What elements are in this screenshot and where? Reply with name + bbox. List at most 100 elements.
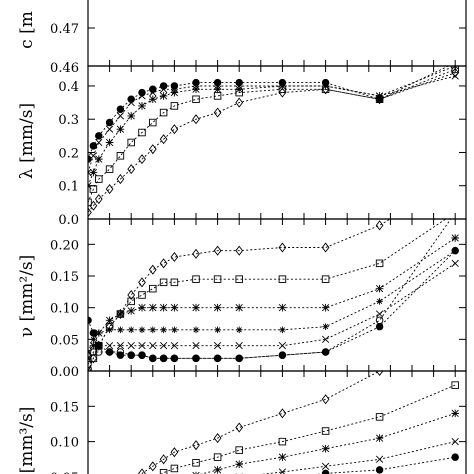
- data-point: [376, 298, 383, 305]
- data-point: [105, 138, 114, 147]
- data-point: [88, 365, 92, 371]
- series-line: [88, 66, 450, 160]
- y-axis-label: ν [mm²/s]: [17, 255, 37, 338]
- data-point: [375, 95, 384, 104]
- data-point: [451, 234, 459, 242]
- data-point: [192, 275, 200, 283]
- data-point: [106, 326, 113, 334]
- data-point: [138, 154, 146, 165]
- data-point: [127, 164, 136, 175]
- data-point: [321, 78, 330, 87]
- data-point: [278, 468, 287, 474]
- data-point: [105, 316, 114, 325]
- data-point: [116, 310, 125, 318]
- data-point: [213, 85, 222, 94]
- data-point: [88, 155, 92, 163]
- plot-frame: [87, 65, 467, 220]
- data-point: [278, 303, 287, 312]
- data-point: [375, 284, 384, 293]
- data-point: [235, 303, 243, 312]
- series-line: [88, 72, 456, 213]
- panel-c: 0.47 c [m: [17, 0, 467, 67]
- data-point: [213, 275, 222, 283]
- data-point: [170, 303, 179, 312]
- data-point: [171, 326, 178, 334]
- data-point: [138, 88, 146, 97]
- data-point: [213, 466, 222, 474]
- data-point: [321, 242, 330, 253]
- data-point: [235, 275, 243, 283]
- data-point: [116, 342, 125, 350]
- data-point: [235, 342, 243, 350]
- series-line: [140, 371, 380, 474]
- data-point: [192, 459, 200, 467]
- y-tick-label: 0.47: [50, 22, 79, 37]
- data-point: [375, 310, 384, 318]
- data-point: [89, 168, 98, 177]
- data-point: [192, 342, 200, 350]
- data-point: [321, 348, 330, 356]
- data-point: [321, 275, 330, 283]
- y-tick-label: 0.2: [58, 146, 79, 161]
- y-tick-label: 0.15: [50, 400, 79, 415]
- data-point: [235, 460, 243, 469]
- data-point: [321, 469, 330, 474]
- data-point: [451, 409, 459, 418]
- data-point: [95, 341, 103, 350]
- data-point: [105, 125, 114, 133]
- y-tick-label: 0.15: [50, 270, 79, 285]
- data-point: [452, 177, 459, 186]
- data-point: [159, 468, 168, 474]
- data-point: [213, 354, 222, 363]
- plot-frame: [87, 370, 467, 474]
- y-tick-label: 0.46: [50, 61, 79, 76]
- data-point: [117, 326, 124, 334]
- data-point: [278, 342, 287, 350]
- data-point: [88, 360, 92, 369]
- data-point: [149, 95, 157, 104]
- y-tick-label: 0.00: [50, 365, 79, 380]
- data-point: [105, 348, 114, 356]
- y-tick-label: 0.05: [50, 333, 79, 348]
- data-point: [105, 165, 114, 173]
- data-point: [138, 351, 146, 359]
- data-point: [105, 342, 114, 350]
- y-tick-label: 0.10: [50, 302, 79, 317]
- data-point: [451, 381, 459, 389]
- data-point: [321, 335, 330, 343]
- data-point: [105, 118, 114, 127]
- data-point: [89, 185, 98, 193]
- data-point: [235, 446, 243, 454]
- data-point: [116, 308, 125, 320]
- data-point: [451, 72, 459, 80]
- data-point: [159, 92, 168, 100]
- plot-frame: [87, 0, 467, 67]
- data-point: [88, 198, 92, 207]
- data-point: [170, 102, 179, 110]
- data-point: [89, 329, 98, 337]
- data-point: [159, 258, 168, 269]
- data-point: [138, 326, 146, 334]
- data-point: [170, 88, 179, 97]
- y-tick-label: 0.4: [58, 80, 79, 95]
- series-line: [199, 412, 456, 474]
- data-point: [95, 329, 103, 337]
- data-point: [148, 264, 157, 275]
- data-point: [149, 118, 157, 127]
- panel-d: 0.05 0.10 0.15 [mm³/s]: [17, 370, 467, 474]
- data-point: [375, 322, 384, 331]
- data-point: [149, 85, 157, 94]
- data-point: [148, 461, 157, 472]
- data-point: [88, 181, 92, 190]
- data-point: [159, 342, 168, 350]
- data-point: [95, 132, 103, 140]
- data-point: [127, 138, 135, 147]
- data-point: [170, 464, 179, 473]
- y-tick-label: 0.1: [58, 180, 79, 195]
- data-point: [90, 336, 97, 343]
- data-point: [116, 348, 125, 356]
- data-point: [451, 453, 459, 461]
- data-point: [149, 326, 157, 334]
- data-point: [160, 326, 167, 334]
